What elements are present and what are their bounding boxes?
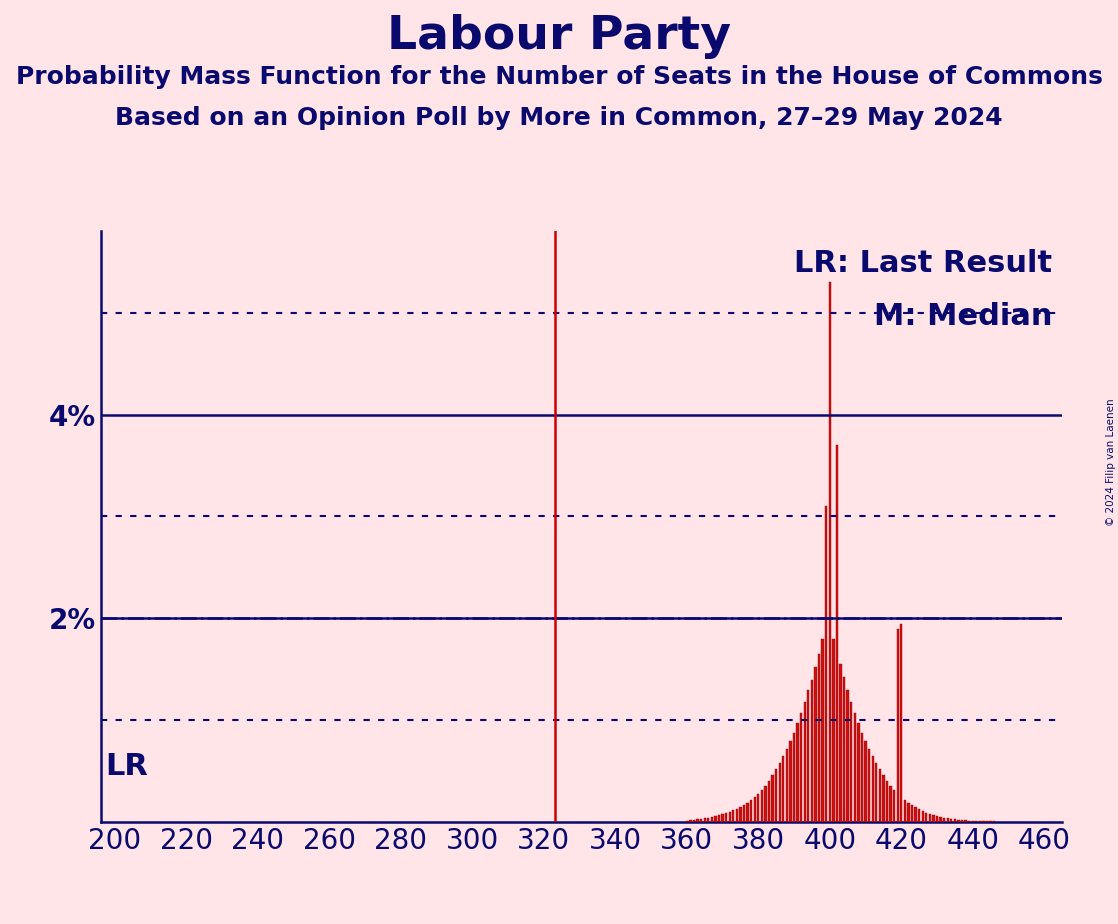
Bar — [765, 785, 767, 822]
Bar — [789, 741, 792, 822]
Text: M: Median: M: Median — [874, 302, 1052, 331]
Bar — [711, 817, 713, 822]
Bar — [714, 816, 717, 822]
Bar — [836, 445, 838, 822]
Bar — [868, 749, 870, 822]
Bar — [858, 723, 860, 822]
Bar — [840, 664, 842, 822]
Text: LR: LR — [105, 752, 149, 781]
Bar — [897, 628, 899, 822]
Bar — [828, 282, 831, 822]
Bar — [903, 800, 906, 822]
Bar — [768, 781, 770, 822]
Bar — [854, 713, 856, 822]
Bar — [757, 794, 759, 822]
Bar — [721, 814, 723, 822]
Text: © 2024 Filip van Laenen: © 2024 Filip van Laenen — [1106, 398, 1116, 526]
Bar — [729, 812, 731, 822]
Bar — [775, 770, 777, 822]
Bar — [936, 816, 938, 822]
Bar — [932, 815, 935, 822]
Bar — [954, 820, 956, 822]
Bar — [983, 821, 985, 822]
Bar — [965, 821, 967, 822]
Bar — [732, 810, 735, 822]
Bar — [846, 690, 849, 822]
Bar — [700, 820, 702, 822]
Bar — [890, 785, 892, 822]
Bar — [739, 807, 741, 822]
Bar — [811, 680, 813, 822]
Bar — [939, 817, 941, 822]
Bar — [796, 723, 798, 822]
Bar — [793, 733, 795, 822]
Bar — [689, 821, 692, 822]
Bar — [736, 809, 738, 822]
Text: LR: Last Result: LR: Last Result — [795, 249, 1052, 278]
Bar — [947, 819, 949, 822]
Bar — [771, 775, 774, 822]
Bar — [989, 821, 992, 822]
Bar — [861, 733, 863, 822]
Bar — [814, 667, 816, 822]
Text: Labour Party: Labour Party — [387, 14, 731, 59]
Bar — [893, 790, 896, 822]
Bar — [750, 800, 752, 822]
Bar — [864, 741, 866, 822]
Bar — [986, 821, 988, 822]
Bar — [778, 763, 780, 822]
Bar — [900, 624, 902, 822]
Bar — [707, 819, 710, 822]
Bar — [921, 811, 923, 822]
Bar — [742, 805, 746, 822]
Bar — [825, 506, 827, 822]
Bar — [918, 809, 920, 822]
Bar — [832, 638, 834, 822]
Text: Probability Mass Function for the Number of Seats in the House of Commons: Probability Mass Function for the Number… — [16, 65, 1102, 89]
Bar — [911, 805, 913, 822]
Bar — [685, 821, 688, 822]
Bar — [925, 813, 928, 822]
Bar — [850, 702, 852, 822]
Bar — [747, 803, 749, 822]
Bar — [879, 770, 881, 822]
Bar — [724, 813, 728, 822]
Bar — [718, 815, 720, 822]
Bar — [960, 821, 964, 822]
Bar — [697, 820, 699, 822]
Bar — [957, 821, 959, 822]
Bar — [807, 690, 809, 822]
Bar — [760, 790, 762, 822]
Bar — [975, 821, 977, 822]
Bar — [885, 781, 888, 822]
Bar — [929, 814, 931, 822]
Text: Based on an Opinion Poll by More in Common, 27–29 May 2024: Based on an Opinion Poll by More in Comm… — [115, 106, 1003, 130]
Bar — [800, 713, 803, 822]
Bar — [822, 638, 824, 822]
Bar — [872, 756, 874, 822]
Bar — [693, 821, 695, 822]
Bar — [968, 821, 970, 822]
Bar — [882, 775, 884, 822]
Bar — [783, 756, 785, 822]
Bar — [786, 749, 788, 822]
Bar — [978, 821, 982, 822]
Bar — [942, 819, 946, 822]
Bar — [703, 819, 705, 822]
Bar — [907, 803, 910, 822]
Bar — [875, 763, 878, 822]
Bar — [993, 821, 995, 822]
Bar — [843, 676, 845, 822]
Bar — [804, 702, 806, 822]
Bar — [818, 654, 821, 822]
Bar — [950, 820, 953, 822]
Bar — [754, 796, 756, 822]
Bar — [972, 821, 974, 822]
Bar — [915, 807, 917, 822]
